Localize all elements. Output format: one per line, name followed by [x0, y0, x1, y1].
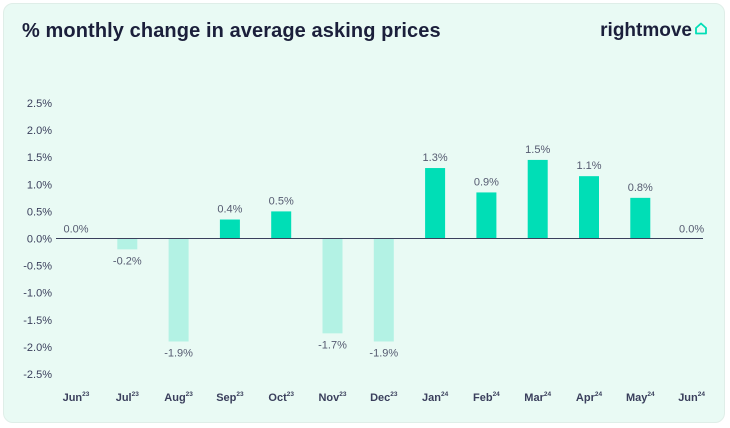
- bar: [425, 168, 446, 239]
- y-tick-label: -1.0%: [23, 288, 52, 300]
- x-tick-label: Feb24: [473, 391, 500, 404]
- y-tick-label: -2.0%: [23, 342, 52, 354]
- x-tick-label: Nov23: [318, 391, 346, 404]
- y-tick-label: 0.0%: [27, 234, 52, 246]
- x-tick-label: Sep23: [216, 391, 244, 404]
- y-tick-label: 1.0%: [27, 179, 52, 191]
- x-tick-label: Dec23: [370, 391, 398, 404]
- x-tick-label: Jun23: [63, 391, 90, 404]
- bar: [322, 238, 343, 334]
- y-tick-label: -0.5%: [23, 261, 52, 273]
- bar: [579, 176, 599, 239]
- x-tick-label: Jun24: [678, 391, 705, 404]
- x-tick-label: Mar24: [524, 391, 551, 404]
- x-tick-label: Apr24: [576, 391, 603, 404]
- bar: [630, 197, 651, 239]
- data-label: 0.0%: [63, 224, 88, 236]
- bar: [373, 238, 394, 342]
- y-tick-label: 2.5%: [27, 98, 52, 110]
- logo-text: rightmove: [600, 20, 692, 41]
- bar: [476, 192, 497, 239]
- bar: [527, 159, 548, 239]
- y-tick-label: 2.0%: [27, 125, 52, 137]
- y-tick-label: 0.5%: [27, 206, 52, 218]
- chart-title: % monthly change in average asking price…: [22, 20, 441, 42]
- x-tick-label: Oct23: [268, 391, 294, 404]
- y-tick-label: -1.5%: [23, 315, 52, 327]
- house-outline-icon: [695, 22, 707, 35]
- data-label: 0.4%: [217, 204, 242, 216]
- data-label: 0.9%: [474, 176, 499, 188]
- y-tick-label: -2.5%: [23, 369, 52, 381]
- bar: [219, 219, 240, 239]
- x-tick-label: May24: [626, 391, 655, 404]
- data-label: 0.0%: [679, 224, 704, 236]
- data-label: 1.5%: [525, 144, 550, 156]
- data-label: -0.2%: [113, 255, 142, 267]
- data-label: 0.5%: [269, 195, 294, 207]
- rightmove-logo[interactable]: rightmove: [600, 20, 708, 42]
- data-label: -1.9%: [369, 347, 398, 359]
- data-label: 1.3%: [423, 152, 448, 164]
- y-tick-label: 1.5%: [27, 152, 52, 164]
- bar: [271, 211, 292, 239]
- x-tick-label: Jan24: [422, 391, 449, 404]
- data-label: -1.7%: [318, 339, 347, 351]
- bar: [117, 238, 138, 250]
- chart-card: [3, 3, 725, 423]
- x-tick-label: Aug23: [164, 391, 193, 404]
- data-label: -1.9%: [164, 347, 193, 359]
- bar: [168, 238, 189, 342]
- data-label: 1.1%: [576, 160, 601, 172]
- x-tick-label: Jul23: [116, 391, 140, 404]
- data-label: 0.8%: [628, 182, 653, 194]
